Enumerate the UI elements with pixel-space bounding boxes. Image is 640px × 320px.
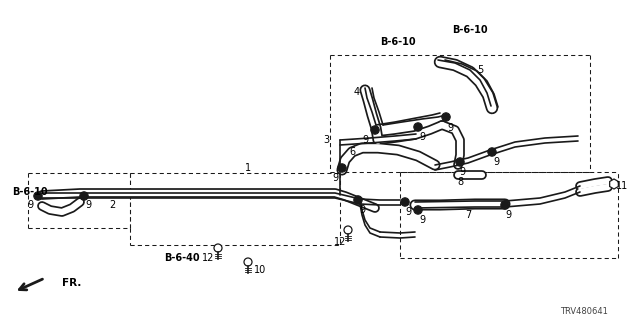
Text: 11: 11 [616, 181, 628, 191]
Text: 12: 12 [202, 253, 214, 263]
Text: 9: 9 [447, 123, 453, 133]
Text: B-6-10: B-6-10 [12, 187, 48, 197]
Circle shape [244, 258, 252, 266]
Circle shape [488, 148, 496, 156]
Text: 9: 9 [85, 200, 91, 210]
Circle shape [371, 126, 379, 134]
Text: 9: 9 [505, 210, 511, 220]
Text: B-6-10: B-6-10 [380, 37, 416, 47]
Text: B-6-40: B-6-40 [164, 253, 200, 263]
Text: 9: 9 [27, 200, 33, 210]
Circle shape [414, 206, 422, 214]
Text: 6: 6 [349, 147, 355, 157]
Text: 8: 8 [457, 177, 463, 187]
Text: 9: 9 [332, 173, 338, 183]
Circle shape [501, 201, 509, 209]
Text: 9: 9 [459, 167, 465, 177]
Circle shape [80, 192, 88, 200]
Text: 10: 10 [254, 265, 266, 275]
Circle shape [214, 244, 222, 252]
Circle shape [442, 113, 450, 121]
Text: TRV480641: TRV480641 [560, 308, 608, 316]
Text: FR.: FR. [62, 278, 81, 288]
Circle shape [344, 226, 352, 234]
Circle shape [338, 164, 346, 172]
Text: 5: 5 [477, 65, 483, 75]
Circle shape [414, 123, 422, 131]
Text: 4: 4 [354, 87, 360, 97]
Circle shape [401, 198, 409, 206]
Text: 2: 2 [109, 200, 115, 210]
Circle shape [354, 196, 362, 204]
Text: 9: 9 [419, 132, 425, 142]
Text: B-6-10: B-6-10 [452, 25, 488, 35]
Text: 9: 9 [419, 215, 425, 225]
Text: 9: 9 [405, 207, 411, 217]
Circle shape [34, 192, 42, 200]
Text: 9: 9 [493, 157, 499, 167]
Text: 12: 12 [334, 237, 346, 247]
Text: 1: 1 [245, 163, 251, 173]
Text: 9: 9 [362, 135, 368, 145]
Circle shape [456, 158, 464, 166]
Text: 9: 9 [359, 205, 365, 215]
Text: 7: 7 [465, 210, 471, 220]
Polygon shape [610, 179, 618, 189]
Text: 3: 3 [323, 135, 329, 145]
